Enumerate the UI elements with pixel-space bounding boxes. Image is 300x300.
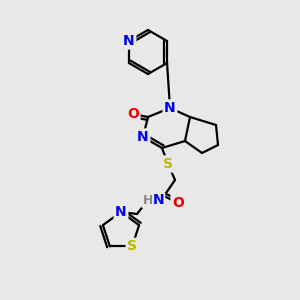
Text: O: O — [127, 107, 139, 121]
Text: S: S — [127, 239, 137, 254]
Text: O: O — [172, 196, 184, 210]
Text: N: N — [123, 34, 135, 48]
Text: H: H — [143, 194, 153, 206]
Text: S: S — [163, 157, 173, 171]
Text: N: N — [115, 205, 127, 219]
Text: N: N — [153, 193, 165, 207]
Text: N: N — [164, 101, 176, 115]
Text: N: N — [137, 130, 149, 144]
